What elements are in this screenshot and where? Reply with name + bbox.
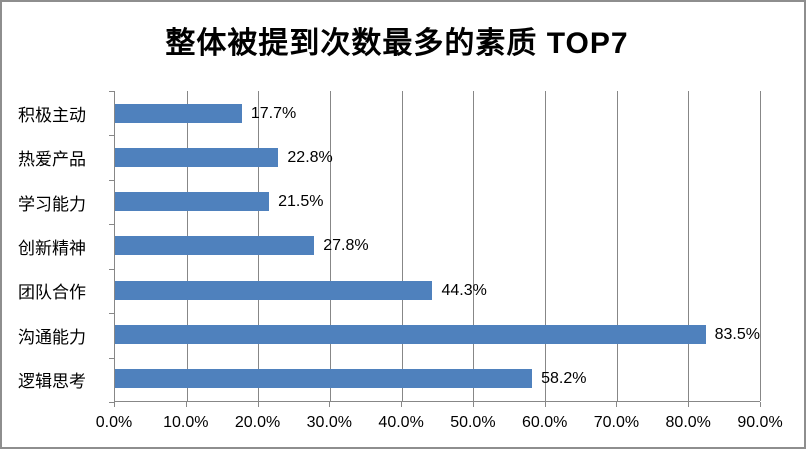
bar	[115, 280, 433, 300]
y-axis-tick	[109, 268, 114, 270]
category-label: 学习能力	[18, 194, 86, 214]
x-axis-tick	[472, 402, 474, 407]
gridline	[760, 91, 761, 401]
bar	[115, 103, 242, 123]
bar-row: 27.8%	[115, 224, 760, 268]
x-axis-tick-label: 90.0%	[737, 414, 783, 431]
bar-row: 83.5%	[115, 312, 760, 356]
x-axis-tick-label: 10.0%	[163, 414, 209, 431]
bar-row: 17.7%	[115, 91, 760, 135]
bar-value-label: 58.2%	[541, 370, 587, 388]
y-axis-tick	[109, 224, 114, 226]
bar-value-label: 44.3%	[441, 281, 487, 299]
bar	[115, 147, 279, 167]
x-axis-tick	[185, 402, 187, 407]
x-axis-tick-label: 30.0%	[306, 414, 353, 431]
category-label: 逻辑思考	[18, 372, 86, 392]
category-label: 热爱产品	[18, 150, 86, 170]
chart-title: 整体被提到次数最多的素质 TOP7	[165, 27, 629, 60]
x-axis-tick	[257, 402, 259, 407]
x-axis-tick-label: 0.0%	[95, 414, 133, 431]
x-axis-tick	[760, 402, 761, 407]
plot-area: 17.7% 22.8% 21.5% 27.8% 44.3% 83.5% 58.2%	[114, 91, 761, 402]
y-axis-tick	[109, 313, 114, 315]
gridline	[545, 91, 546, 401]
x-axis-tick	[401, 402, 403, 407]
x-axis-tick-label: 50.0%	[450, 414, 496, 431]
x-axis-tick	[544, 402, 546, 407]
y-axis-tick	[109, 135, 114, 137]
x-axis-tick	[616, 402, 618, 407]
bar-row: 21.5%	[115, 180, 760, 224]
x-axis-tick-label: 40.0%	[378, 414, 424, 431]
y-axis-tick	[109, 402, 114, 403]
y-axis-tick	[109, 91, 114, 92]
gridline	[688, 91, 690, 401]
x-axis-tick-label: 70.0%	[593, 414, 640, 431]
bar	[115, 369, 533, 389]
bar	[115, 192, 270, 212]
bar-row: 22.8%	[115, 135, 760, 179]
bar-row: 58.2%	[115, 357, 760, 401]
x-axis-tick-label: 80.0%	[665, 414, 711, 431]
bar	[115, 236, 315, 256]
y-axis-tick	[109, 357, 114, 359]
bar-value-label: 27.8%	[323, 237, 369, 255]
gridline	[330, 91, 331, 401]
bar	[115, 325, 706, 345]
category-label: 创新精神	[18, 238, 86, 258]
y-axis-tick	[109, 179, 114, 181]
category-label: 积极主动	[18, 105, 86, 125]
gridline	[401, 91, 403, 401]
gridline	[616, 91, 618, 401]
x-axis-tick-label: 60.0%	[521, 414, 568, 431]
bar-value-label: 17.7%	[250, 104, 297, 122]
category-label: 沟通能力	[18, 327, 86, 347]
x-axis-tick	[329, 402, 331, 407]
bar-value-label: 22.8%	[287, 148, 333, 166]
gridline	[473, 91, 475, 401]
x-axis-tick-label: 20.0%	[234, 414, 281, 431]
bar-rows: 17.7% 22.8% 21.5% 27.8% 44.3% 83.5% 58.2%	[115, 91, 760, 401]
x-axis-tick	[688, 402, 690, 407]
category-label: 团队合作	[18, 283, 86, 303]
bar-row: 44.3%	[115, 268, 760, 312]
bar-value-label: 21.5%	[278, 193, 324, 211]
y-axis-category-labels: 积极主动热爱产品学习能力创新精神团队合作沟通能力逻辑思考	[2, 91, 86, 402]
x-axis-tick	[114, 402, 115, 407]
bar-value-label: 83.5%	[714, 326, 760, 344]
